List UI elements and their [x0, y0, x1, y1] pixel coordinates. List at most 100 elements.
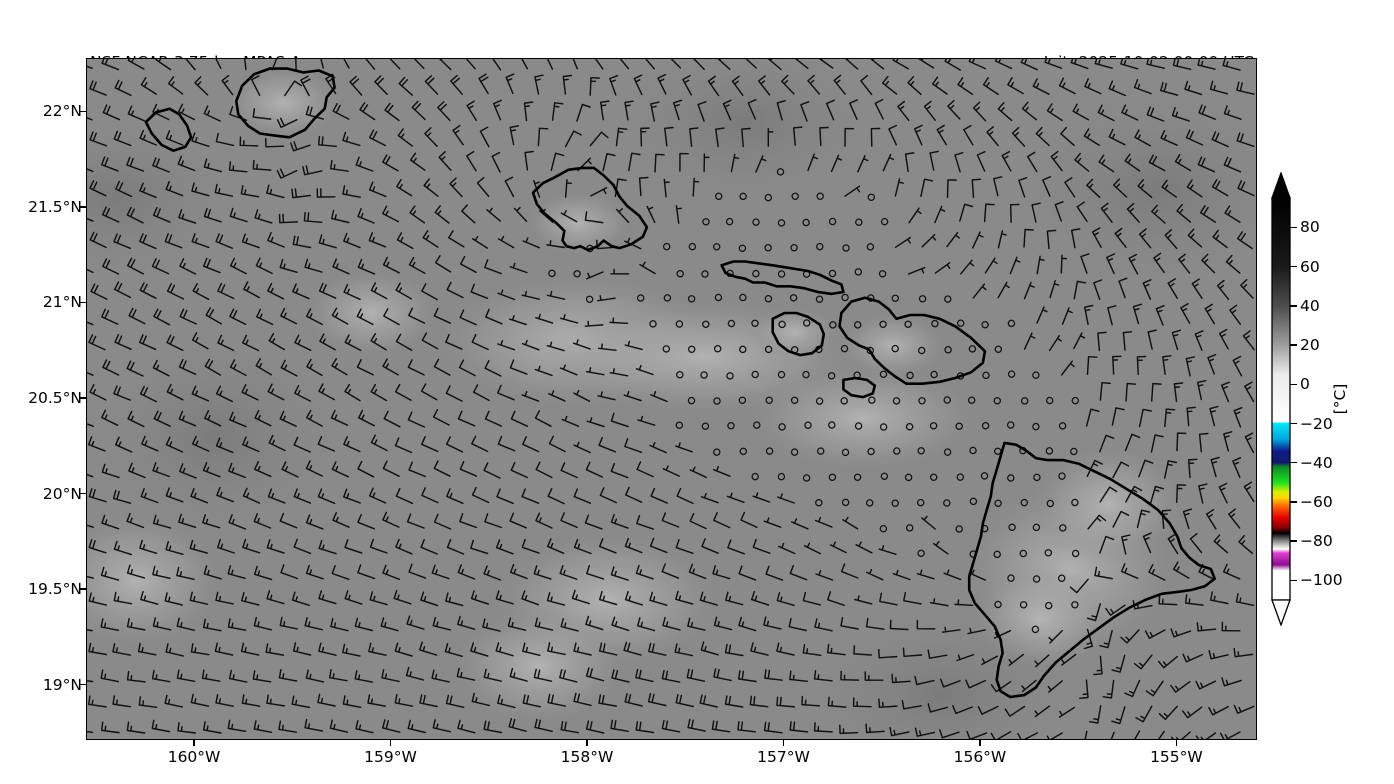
wind-barb: [1061, 307, 1073, 325]
wind-barb: [457, 410, 476, 427]
wind-barb: [151, 669, 171, 683]
wind-barb-calm: [752, 269, 760, 278]
wind-barb: [776, 696, 796, 708]
wind-barb: [1097, 331, 1107, 352]
wind-barb: [1151, 204, 1166, 224]
wind-barb: [483, 668, 503, 682]
wind-barb-calm: [1070, 447, 1078, 456]
wind-barb: [424, 75, 439, 95]
wind-barb: [562, 74, 573, 95]
wind-barb: [1099, 381, 1111, 401]
wind-barb: [215, 437, 234, 454]
wind-barb: [241, 384, 259, 401]
wind-barb: [227, 618, 247, 631]
wind-barb: [907, 266, 926, 275]
wind-barb-calm: [955, 422, 963, 430]
wind-barb: [1185, 129, 1204, 146]
wind-barb: [176, 566, 195, 581]
wind-barb: [731, 75, 744, 97]
wind-barb: [331, 565, 350, 581]
wind-barb: [384, 102, 400, 122]
wind-barb: [497, 694, 516, 709]
wind-barb: [927, 703, 949, 713]
wind-barb: [689, 512, 707, 530]
wind-barb: [113, 540, 132, 556]
wind-barb-calm: [828, 473, 837, 482]
wind-barb: [215, 59, 222, 69]
wind-barb: [845, 59, 859, 70]
wind-barb: [619, 59, 630, 70]
wind-barb-calm: [855, 218, 863, 226]
wind-barb: [548, 390, 566, 402]
wind-barb: [255, 358, 273, 376]
wind-barb-calm: [943, 396, 951, 404]
wind-barb: [1149, 485, 1165, 505]
wind-barb-calm: [853, 321, 862, 329]
wind-barb: [395, 282, 413, 300]
wind-barb-calm: [1071, 498, 1079, 507]
wind-barb: [396, 178, 413, 197]
wind-barb: [1099, 629, 1113, 649]
wind-barb: [1093, 279, 1103, 301]
wind-barb-calm: [548, 269, 556, 278]
wind-barb: [1083, 628, 1094, 650]
wind-barb: [936, 124, 948, 146]
wind-barb: [1195, 680, 1217, 690]
wind-barb: [929, 150, 939, 171]
wind-barb: [165, 436, 184, 453]
wind-barb: [968, 59, 987, 70]
wind-barb-calm: [778, 320, 786, 329]
wind-barb: [229, 207, 248, 223]
wind-barb: [914, 675, 935, 686]
wind-barb: [221, 74, 234, 96]
wind-barb: [573, 538, 592, 555]
wind-barb: [1158, 705, 1178, 721]
coastline-niihau: [144, 107, 193, 152]
wind-barb: [802, 643, 822, 657]
wind-barb: [737, 670, 757, 683]
wind-barb-calm: [943, 448, 952, 456]
wind-barb-calm: [969, 497, 978, 506]
wind-barb: [127, 105, 146, 122]
wind-barb: [1170, 680, 1191, 693]
wind-barb: [954, 599, 974, 607]
wind-barb: [1219, 731, 1241, 739]
wind-barb-calm: [981, 421, 990, 430]
wind-barb-calm: [955, 525, 963, 533]
latitude-tick-mark: [79, 110, 86, 113]
wind-barb: [1198, 104, 1216, 120]
wind-barb: [165, 180, 184, 197]
map-graphics: [87, 59, 1256, 739]
wind-barb: [765, 565, 784, 581]
wind-barb: [865, 617, 885, 630]
wind-barb: [279, 258, 298, 274]
wind-barb-calm: [930, 370, 938, 379]
wind-barb: [559, 668, 578, 683]
wind-barb: [203, 565, 222, 580]
wind-barb: [778, 542, 796, 555]
wind-barb: [166, 334, 184, 352]
wind-barb: [114, 333, 132, 351]
wind-barb: [597, 295, 616, 302]
wind-barb: [559, 565, 578, 580]
wind-barb: [139, 539, 158, 555]
wind-barb: [357, 513, 376, 530]
wind-barb: [126, 670, 146, 683]
longitude-tick-label: 159°W: [364, 748, 417, 766]
wind-barb: [664, 126, 674, 147]
latitude-tick-mark: [79, 683, 86, 686]
wind-barb: [152, 157, 170, 173]
wind-barb: [291, 695, 311, 709]
wind-barb: [113, 385, 131, 401]
wind-barb: [982, 77, 999, 96]
wind-barb: [976, 150, 986, 172]
wind-barb: [1201, 253, 1216, 274]
wind-barb: [957, 77, 974, 96]
wind-barb-calm: [1020, 498, 1029, 507]
wind-barb-calm: [802, 370, 810, 379]
wind-barb: [977, 705, 999, 715]
wind-barb: [560, 209, 578, 223]
wind-barb: [1120, 59, 1139, 70]
wind-barb: [560, 720, 580, 734]
wind-barb: [551, 102, 564, 121]
